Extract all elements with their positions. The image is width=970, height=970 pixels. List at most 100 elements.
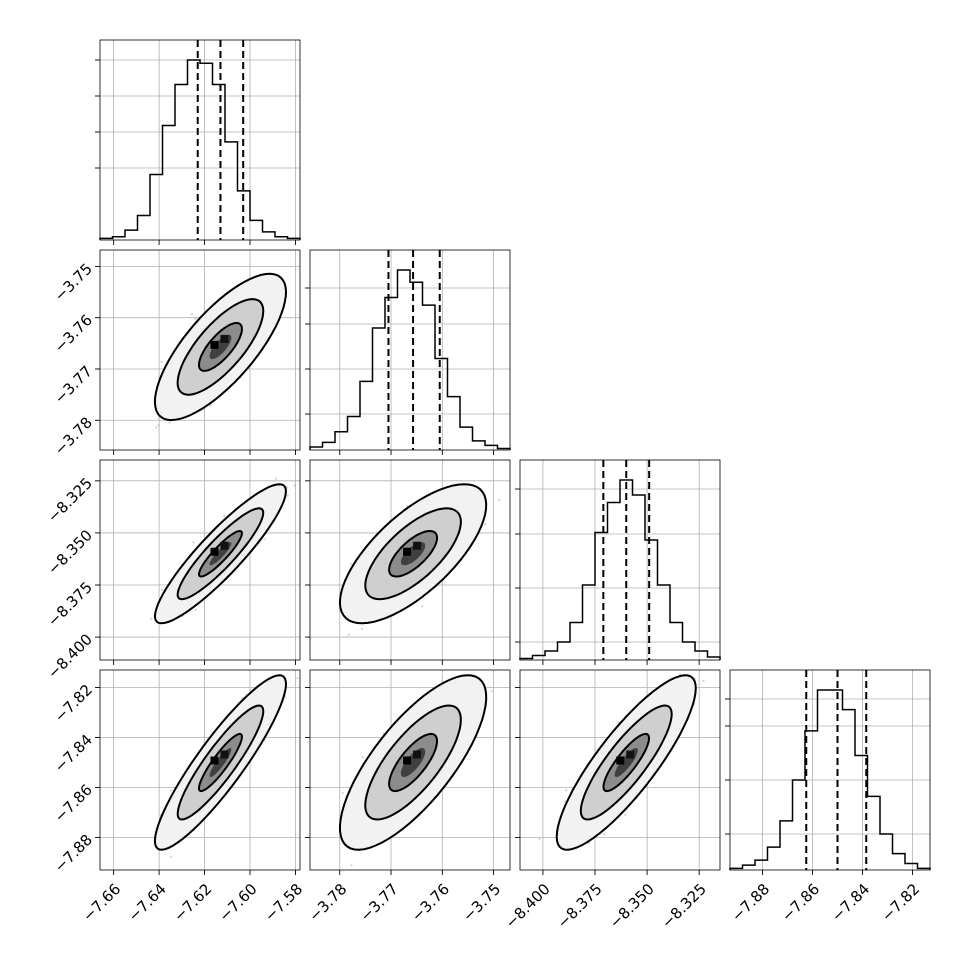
x-tick-label: −3.75 [459,880,504,925]
contour-line [364,507,462,601]
x-tick-label: −3.78 [305,880,350,925]
panel-frame [99,39,301,241]
x-tick-label: −7.62 [170,880,215,925]
x-tick-label: −7.64 [125,880,170,925]
peak-density-cell [413,541,422,550]
sample-point [420,605,424,608]
panel-2-2 [515,459,721,665]
sample-point [296,677,299,680]
x-tick-label: −7.66 [79,880,124,925]
panel-frame [519,459,721,661]
contour-line [197,322,243,372]
sample-point [490,690,493,693]
y-tick-label: −7.88 [51,831,96,876]
contour-line [339,674,488,851]
contour-line [176,704,265,821]
sample-point [149,617,153,620]
sample-point [361,756,364,759]
y-tick-label: −3.75 [51,260,96,305]
sample-point [456,667,458,669]
sample-point [275,477,278,480]
y-tick-label: −7.86 [51,781,96,826]
panel-frame [309,459,511,661]
contour-line [388,732,438,793]
panel-plot-area [538,672,705,851]
panel-1-0: −3.78 −3.77 −3.76 −3.75 [51,249,301,459]
contour-line [153,483,287,625]
panel-plot-area [338,483,501,636]
sample-point [274,649,276,651]
panel-frame [309,249,511,451]
panel-3-1: −3.78 −3.77 −3.76 −3.75 [305,667,511,925]
peak-density-cell [403,547,412,556]
sample-point [349,562,352,565]
sample-point [484,522,487,526]
sample-point [347,633,350,636]
sample-point [154,426,158,429]
contour-line [153,674,288,851]
sample-point [587,842,591,845]
y-tick-label: −8.400 [44,630,96,682]
sample-point [498,499,501,502]
contour-line [176,507,265,601]
x-tick-label: −3.77 [357,880,402,925]
sample-point [360,627,363,631]
panel-plot-area [153,272,288,429]
panel-2-1 [305,459,511,665]
sample-point [170,789,173,792]
sample-point [192,541,195,544]
contour-line [176,298,265,396]
panel-frame [309,669,511,871]
peak-density-cell [220,541,229,550]
peak-density-cell [220,750,229,759]
peak-density-cell [220,334,229,343]
panel-frame [99,249,301,451]
sample-point [679,672,682,675]
sample-point [293,484,296,487]
peak-density-cell [210,756,219,765]
sample-point [160,588,163,592]
y-tick-label: −8.350 [44,526,96,578]
histogram-step-line [519,479,721,660]
panel-2-0: −8.400−8.375−8.350−8.325 [44,459,301,682]
sample-point [223,514,226,518]
x-tick-label: −7.58 [261,880,306,925]
sample-point [341,792,344,795]
x-tick-label: −7.60 [216,880,261,925]
sample-point [209,404,212,407]
peak-density-cell [413,750,422,759]
sample-point [168,421,171,424]
contour-line [198,529,243,578]
contour-line [388,529,438,578]
contour-line [338,483,488,625]
panel-0-0 [95,39,301,245]
histogram-step-line [99,59,301,240]
y-tick-label: −3.76 [51,311,96,356]
panel-plot-area [339,667,493,867]
sample-point [190,313,193,316]
y-tick-label: −8.375 [44,578,96,630]
peak-density-cell [210,547,219,556]
y-tick-label: −3.77 [51,362,96,407]
sample-point [286,494,289,497]
panel-3-2: −8.400 −8.375 −8.350 −8.325 [502,669,721,932]
sample-point [263,538,266,541]
panel-plot-area [149,477,296,625]
panel-1-1 [305,249,511,455]
sample-point [285,486,289,489]
sample-point [160,360,163,363]
sample-point [157,424,160,427]
sample-point [350,864,353,867]
sample-point [169,855,172,858]
panel-3-0: −7.66 −7.64 −7.62 −7.60 −7.58 −7.88 −7.86 −7.84… [51,649,306,925]
sample-point [194,317,197,321]
y-tick-label: −3.78 [51,414,96,459]
sample-point [194,608,197,611]
contour-line [153,272,288,422]
panel-frame [99,669,301,871]
y-tick-label: −7.82 [51,681,96,726]
panel-frame [99,459,301,661]
peak-density-cell [210,340,219,349]
y-tick-label: −7.84 [51,731,96,776]
